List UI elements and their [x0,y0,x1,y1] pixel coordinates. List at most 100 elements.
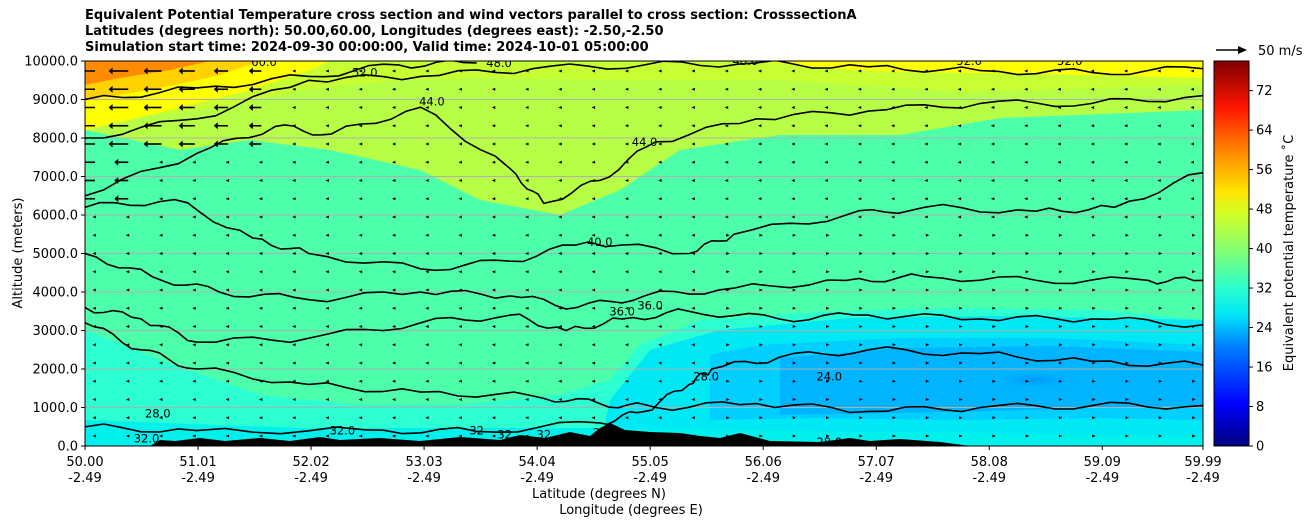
wind-vector [358,179,363,182]
wind-key: 50 m/s [1216,44,1303,59]
wind-vector [859,306,863,310]
wind-vector [925,398,930,401]
wind-vector [325,142,329,146]
wind-vector [824,124,828,128]
wind-vector [1157,215,1161,219]
wind-vector [824,142,828,146]
wind-vector [990,215,995,219]
wind-vector [458,343,462,347]
x-tick-label-lat: 50.00 [66,455,103,470]
wind-vector [591,124,596,128]
wind-vector [691,179,695,182]
x-axis: 50.00-2.4951.01-2.4952.02-2.4953.03-2.49… [66,446,1222,486]
wind-vector [925,325,930,328]
wind-vector [258,215,263,219]
wind-vector [757,142,762,146]
wind-vector [292,379,296,383]
wind-vector-head [248,104,253,111]
wind-vector [1025,270,1030,274]
wind-vector [325,252,329,255]
wind-vector [292,179,296,182]
wind-vector-head [143,67,148,75]
wind-vector [924,197,928,201]
wind-vector [957,160,962,164]
wind-vector [1057,179,1061,182]
wind-vector [525,343,529,347]
contour-label: 52.0 [352,66,378,80]
wind-vector [1092,306,1096,310]
contour-label: 48.0 [732,54,758,68]
wind-vector [859,416,863,420]
wind-vector [1123,69,1128,73]
wind-vector [1090,197,1095,201]
contour-line-36 [85,306,1203,344]
wind-vector [792,233,797,237]
wind-vector [325,325,329,328]
wind-vector [624,398,629,401]
wind-vector [726,252,730,255]
wind-vector [1158,306,1163,310]
wind-vector [691,416,695,420]
wind-vector [792,270,797,274]
wind-vector [325,87,329,91]
wind-vector [757,179,762,182]
wind-vector [425,215,429,219]
wind-vector [1192,361,1196,365]
wind-vector [425,288,429,292]
wind-vector [258,233,263,237]
wind-vector [225,379,230,383]
wind-vector-head [178,122,183,130]
wind-vector-head [74,86,78,93]
wind-vector [791,160,795,164]
wind-vector [525,233,529,237]
wind-vector [624,270,629,274]
wind-vector [225,252,230,255]
colorbar-tick-label: 40 [1256,242,1273,257]
wind-vector [591,215,596,219]
wind-vector [92,361,96,365]
wind-vector [857,106,862,109]
wind-vector [892,270,897,274]
wind-vector [1125,361,1129,365]
x-tick-label-lon: -2.49 [746,471,780,486]
wind-vector [1123,197,1128,201]
wind-vector [292,288,296,292]
wind-vector-head [143,140,148,148]
wind-vector [990,124,995,128]
wind-vector [1125,398,1129,401]
wind-vector [92,325,96,328]
wind-vector [1090,87,1095,91]
wind-vector [1190,160,1194,164]
wind-vector [826,233,830,237]
wind-vector-head [213,104,218,111]
wind-vector [624,160,629,164]
wind-vector [992,306,996,310]
wind-vector [724,124,729,128]
wind-vector [125,325,130,328]
wind-vector [192,270,196,274]
contour-label: 24.0 [816,370,842,384]
wind-vector [525,87,529,91]
wind-vector [391,106,396,109]
contour-label: 40.0 [587,235,613,249]
wind-vector [425,106,429,109]
wind-vector [491,197,496,201]
wind-vector [892,398,897,401]
wind-vector [691,215,695,219]
wind-vector [558,379,562,383]
wind-vector [125,343,130,347]
wind-vector [491,69,496,73]
y-tick-label: 5000.0 [33,247,79,262]
wind-vector [691,325,695,328]
wind-vector [859,252,863,255]
wind-vector [425,142,429,146]
wind-vector [391,87,396,91]
wind-vector [458,306,462,310]
wind-vector [292,142,296,146]
wind-vector [658,179,662,182]
wind-vector [1157,142,1161,146]
wind-vector [391,325,396,328]
wind-vector [792,288,797,292]
wind-vector [225,160,230,164]
